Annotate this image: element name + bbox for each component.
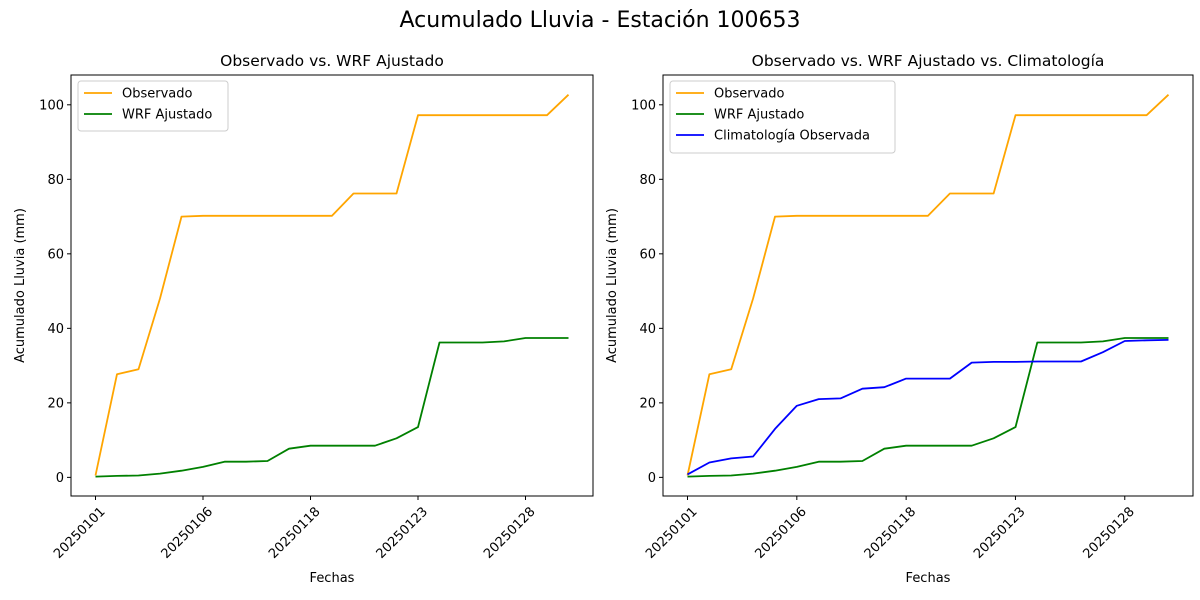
axes-frame: [662, 74, 1194, 497]
y-tick-label: 60: [47, 247, 64, 262]
x-axis-label: Fechas: [906, 571, 951, 586]
legend-label: Observado: [122, 87, 193, 102]
y-axis-label: Acumulado Lluvia (mm): [13, 208, 28, 363]
subplot-title: Observado vs. WRF Ajustado: [220, 52, 444, 70]
chart-panel-1: 0 20 40 60 80 100 20250101 20250106 20250118 2025…: [13, 52, 594, 586]
y-tick-label: 0: [56, 471, 64, 486]
x-tick-label: 20250101: [51, 504, 108, 561]
y-tick-label: 100: [631, 98, 656, 113]
x-tick-label: 20250123: [971, 504, 1028, 561]
axes-frame: [70, 74, 594, 497]
legend-box: [669, 80, 896, 154]
x-tick-label: 20250123: [374, 504, 431, 561]
x-tick-label: 20250118: [862, 504, 919, 561]
legend-box: [77, 80, 229, 132]
x-tick-label: 20250118: [266, 504, 323, 561]
series-line-observado: [686, 94, 1170, 476]
legend-label: WRF Ajustado: [714, 108, 804, 123]
y-axis-label: Acumulado Lluvia (mm): [605, 208, 620, 363]
x-tick-label: 20250128: [1080, 504, 1137, 561]
y-tick-label: 80: [639, 173, 656, 188]
y-tick-label: 100: [39, 98, 64, 113]
y-tick-label: 60: [639, 247, 656, 262]
y-tick-label: 40: [47, 322, 64, 337]
chart-panel-2: 0 20 40 60 80 100 20250101 20250106 20250118 2025…: [605, 52, 1194, 586]
series-line-observado: [94, 94, 570, 476]
subplot-title: Observado vs. WRF Ajustado vs. Climatolo…: [752, 52, 1105, 70]
x-axis-label: Fechas: [310, 571, 355, 586]
figure-title: Acumulado Lluvia - Estación 100653: [399, 8, 801, 33]
y-tick-label: 0: [648, 471, 656, 486]
series-line-climatolog-a-observada: [687, 339, 1169, 476]
legend-label: WRF Ajustado: [122, 108, 212, 123]
y-tick-label: 80: [47, 173, 64, 188]
y-tick-label: 20: [47, 396, 64, 411]
y-tick-label: 20: [639, 396, 656, 411]
legend-label: Climatología Observada: [714, 129, 870, 144]
series-line-wrf-ajustado: [687, 337, 1169, 478]
x-tick-label: 20250106: [752, 504, 809, 561]
legend-label: Observado: [714, 87, 785, 102]
x-tick-label: 20250101: [643, 504, 700, 561]
legend: Observado WRF Ajustado Climatología Observ…: [669, 80, 896, 154]
x-tick-label: 20250106: [159, 504, 216, 561]
y-tick-label: 40: [639, 322, 656, 337]
series-line-wrf-ajustado: [95, 337, 569, 478]
x-tick-label: 20250128: [481, 504, 538, 561]
legend: Observado WRF Ajustado: [77, 80, 229, 132]
